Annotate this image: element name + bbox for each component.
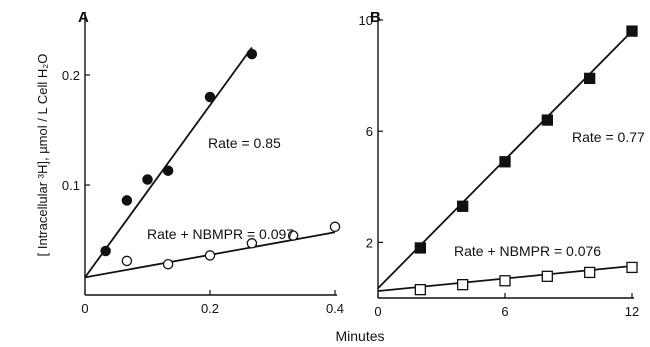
panel-a-series-1-point xyxy=(100,245,111,257)
panel-a-series-2-point xyxy=(329,221,341,233)
panel-a-series-2-point xyxy=(287,230,299,241)
panel-a-y-tick-label: 0.1 xyxy=(62,178,80,193)
panel-a-letter: A xyxy=(78,9,89,26)
panel-a-x-tick-label: 0.2 xyxy=(201,301,219,316)
panel-a-series-1-point xyxy=(121,195,133,206)
panel-a-series-2-point xyxy=(162,258,174,270)
panel-a-series-1-fit-line xyxy=(84,46,253,278)
x-axis-label: Minutes xyxy=(335,328,384,344)
panel-a-series-2-rate-annotation: Rate + NBMPR = 0.097 xyxy=(147,226,294,242)
panel-a-series-2-point xyxy=(121,255,133,267)
panel-a-series-1-point xyxy=(142,174,153,185)
panel-a-x-tick-label: 0 xyxy=(81,301,88,316)
panel-a-series-1-point xyxy=(246,48,258,60)
panel-b-series-2-rate-annotation: Rate + NBMPR = 0.076 xyxy=(454,243,601,259)
panel-b-y-tick-label: 10 xyxy=(359,13,373,28)
panel-b-series-2-point xyxy=(541,270,553,282)
panel-a-series-1-rate-annotation: Rate = 0.85 xyxy=(208,135,281,151)
panel-b-series-1-point xyxy=(584,72,596,85)
panel-a-x-tick-label: 0.4 xyxy=(326,301,344,316)
panel-b-series-1-point xyxy=(457,200,469,212)
panel-b-series-1-point xyxy=(414,242,426,254)
panel-a-series-2-point xyxy=(204,250,216,261)
panel-b-x-tick-label: 12 xyxy=(625,304,639,319)
panel-b-x-tick-label: 6 xyxy=(501,304,508,319)
panel-a-y-tick-label: 0.2 xyxy=(62,68,80,83)
panel-b-series-1-point xyxy=(499,156,511,168)
panel-b-x-tick-label: 0 xyxy=(374,304,381,319)
panel-b-series-1-rate-annotation: Rate = 0.77 xyxy=(572,129,645,145)
panel-b-series-1-point xyxy=(541,114,553,126)
panel-b-series-2-point xyxy=(584,266,596,279)
panel-b-y-tick-label: 6 xyxy=(366,124,373,139)
panel-b-series-1-point xyxy=(626,25,638,37)
panel-a-series-1-point xyxy=(162,165,174,176)
panel-b-series-2-point xyxy=(499,275,511,287)
panel-a: A 0 0.2 0.4 0.1 0.2 Rate = 0.85 Rate + NBMPR = … xyxy=(62,9,344,316)
panel-b-y-tick-label: 2 xyxy=(366,235,373,250)
panel-a-series-2-point xyxy=(246,238,258,249)
y-axis-label: [ Intracellular ³H], µmol / L Cell H₂O xyxy=(35,54,50,257)
panel-b: B 0 6 12 2 6 10 Rate = 0.77 Rate + NBMPR = 0.076 xyxy=(359,9,645,319)
panel-a-series-1-point xyxy=(204,91,216,103)
panel-b-series-2-point xyxy=(457,279,469,291)
panel-b-letter: B xyxy=(370,9,381,26)
panel-b-series-2-point xyxy=(414,284,426,296)
panel-b-series-2-point xyxy=(626,261,638,274)
